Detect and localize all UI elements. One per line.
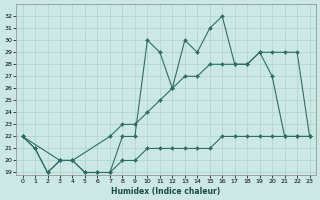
X-axis label: Humidex (Indice chaleur): Humidex (Indice chaleur) xyxy=(111,187,221,196)
